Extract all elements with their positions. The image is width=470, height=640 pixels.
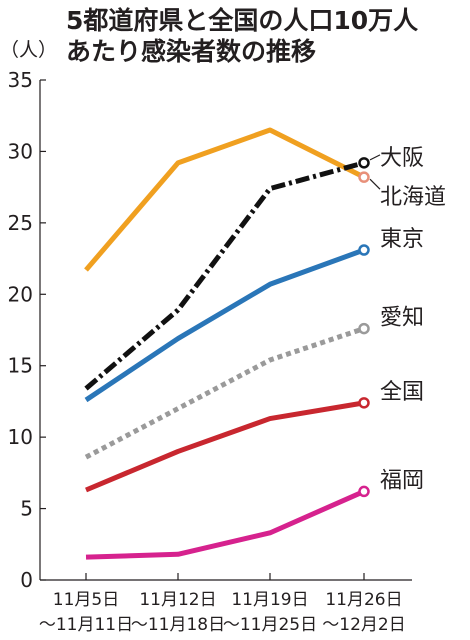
series-end-marker <box>358 322 370 335</box>
x-tick-label-line-2: ～11月18日 <box>131 615 225 635</box>
x-tick-label-line-1: 11月26日 <box>325 590 402 610</box>
x-tick-label-line-2: ～11月25日 <box>223 615 317 635</box>
legend-label: 東京 <box>380 227 424 252</box>
y-tick-label: 0 <box>20 568 33 592</box>
x-tick-label-line-2: ～12月2日 <box>322 615 405 635</box>
x-axis-ticks: 11月5日 ～11月11日 11月12日 ～11月18日 11月19日 ～11月25日 11… <box>39 573 406 635</box>
series-line <box>84 247 365 403</box>
chart-title-line-1: 5都道府県と全国の人口10万人 <box>66 6 418 35</box>
series-line <box>84 160 365 391</box>
legend-label: 福岡 <box>380 468 424 493</box>
x-tick-label-line-1: 11月5日 <box>53 590 119 610</box>
x-tick-label-line-1: 11月12日 <box>139 590 216 610</box>
y-tick-label: 5 <box>20 497 33 521</box>
y-tick-label: 30 <box>8 139 33 163</box>
legend-leader-line <box>369 178 381 190</box>
series-end-marker <box>358 397 370 409</box>
y-tick-label: 15 <box>8 354 33 378</box>
legend-leader-line <box>369 154 381 161</box>
y-tick-label: 20 <box>8 282 33 306</box>
chart-title-line-2: あたり感染者数の推移 <box>66 37 316 66</box>
y-tick-label: 35 <box>8 68 33 92</box>
series-line <box>84 326 365 460</box>
legend-label: 愛知 <box>380 306 424 331</box>
x-tick-label-line-2: ～11月11日 <box>39 615 133 635</box>
y-tick-label: 10 <box>8 425 33 449</box>
series-lines <box>84 127 370 560</box>
legend-label: 北海道 <box>380 185 446 210</box>
y-axis-unit-label: （人） <box>0 39 57 61</box>
series-end-marker <box>358 485 370 498</box>
y-tick-label: 25 <box>8 211 33 235</box>
axes <box>39 80 412 581</box>
series-end-marker <box>358 157 370 169</box>
x-tick-label-line-1: 11月19日 <box>231 590 308 610</box>
legend-label: 全国 <box>380 380 424 405</box>
series-line <box>85 489 366 560</box>
legend-label: 大阪 <box>380 146 424 171</box>
y-axis-ticks: 0 5 10 15 20 25 30 35 <box>8 68 46 592</box>
series-line <box>85 400 365 493</box>
series-end-marker <box>358 171 370 183</box>
series-line <box>84 127 366 272</box>
chart-title: 5都道府県と全国の人口10万人 あたり感染者数の推移 <box>66 6 418 66</box>
series-end-marker <box>358 244 370 256</box>
